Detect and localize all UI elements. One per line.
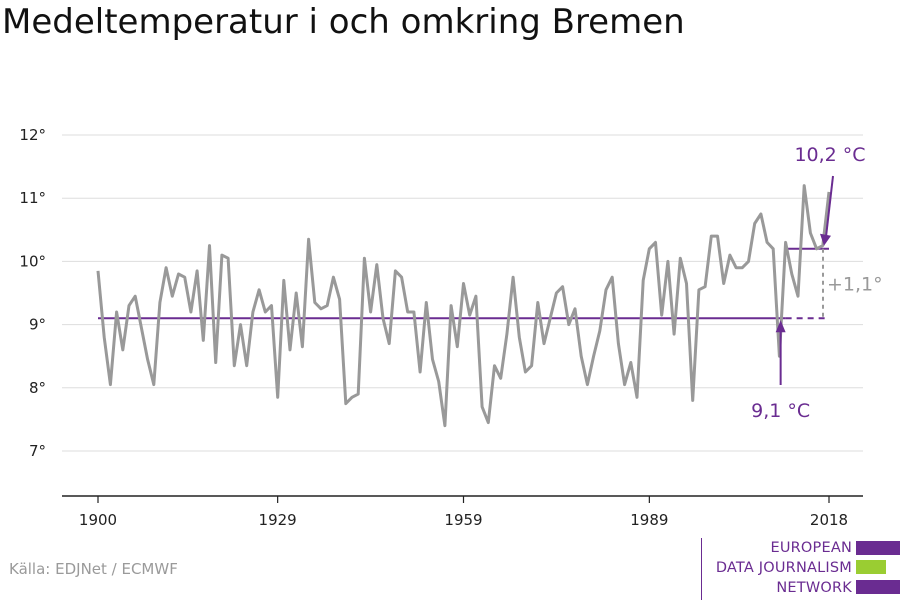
y-tick-label-7: 7° (29, 442, 46, 460)
y-axis-labels: 7° 8° 9° 10° 11° 12° (19, 126, 46, 460)
chart-title: Medeltemperatur i och omkring Bremen (2, 2, 685, 42)
logo-line-1: EUROPEAN (770, 540, 852, 556)
logo-bar-2 (856, 560, 886, 574)
edjnet-logo: EUROPEAN DATA JOURNALISM NETWORK (700, 538, 900, 600)
logo-line-2: DATA JOURNALISM (715, 560, 852, 576)
baseline-arrow-head (775, 320, 786, 333)
logo-divider (701, 538, 702, 600)
recent-arrow-head (820, 233, 831, 246)
x-tick-label-1989: 1989 (630, 511, 668, 529)
y-tick-label-11: 11° (19, 189, 46, 207)
logo-bar-1 (856, 541, 900, 555)
y-tick-label-12: 12° (19, 126, 46, 144)
x-tick-label-1929: 1929 (259, 511, 297, 529)
recent-mean-label: 10,2 °C (794, 144, 865, 166)
logo-line-3: NETWORK (776, 580, 852, 596)
series (96, 184, 831, 428)
baseline-label: 9,1 °C (751, 400, 810, 422)
y-tick-label-10: 10° (19, 252, 46, 270)
x-tick-label-2018: 2018 (810, 511, 848, 529)
logo-bar-3 (856, 580, 900, 594)
x-axis: 1900 1929 1959 1989 2018 (62, 495, 863, 529)
difference-label: +1,1° (827, 274, 883, 296)
recent-arrow-shaft (825, 175, 834, 237)
grid (62, 134, 863, 452)
annotations: 9,1 °C 10,2 °C +1,1° (751, 144, 883, 422)
temperature-series-line (96, 184, 831, 428)
source-note: Källa: EDJNet / ECMWF (9, 560, 178, 578)
x-tick-label-1959: 1959 (444, 511, 482, 529)
y-tick-label-9: 9° (29, 316, 46, 334)
x-tick-label-1900: 1900 (79, 511, 117, 529)
y-tick-label-8: 8° (29, 379, 46, 397)
